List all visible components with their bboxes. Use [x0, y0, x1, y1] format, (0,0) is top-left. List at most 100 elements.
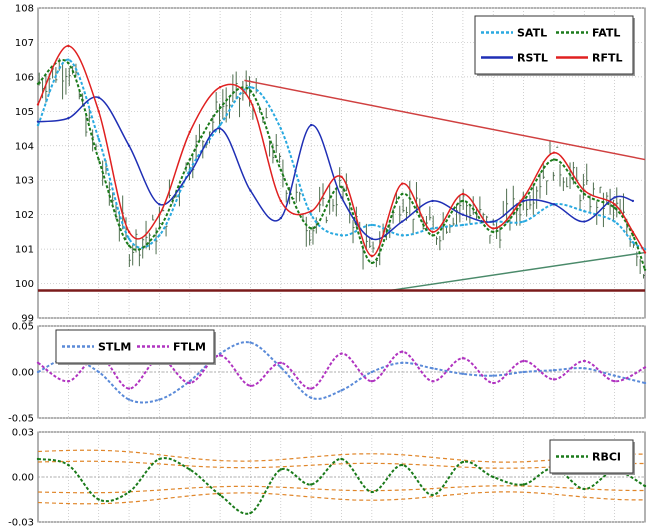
- y-tick-label: 103: [15, 176, 34, 187]
- series-rftl-point: [461, 192, 465, 196]
- series-fatl-point: [36, 82, 40, 85]
- series-fatl-point: [370, 261, 374, 265]
- series-rstl-point: [613, 196, 616, 199]
- series-ftlm-point: [552, 378, 556, 381]
- series-fatl-point: [309, 227, 313, 230]
- series-ftlm-point: [522, 359, 525, 363]
- series-rbci-point: [370, 490, 374, 494]
- y-tick-label: 107: [15, 38, 34, 49]
- series-rstl-point: [309, 123, 313, 127]
- series-fatl-point: [218, 106, 222, 110]
- legend: RBCI: [549, 439, 635, 475]
- legend-label: FTLM: [173, 341, 206, 354]
- series-fatl-point: [401, 192, 404, 196]
- y-tick-label: 99: [21, 314, 34, 325]
- series-fatl-point: [492, 230, 495, 234]
- resistance-trendline-line: [244, 79, 646, 161]
- series-stlm-point: [583, 367, 586, 370]
- series-satl-point: [97, 137, 100, 141]
- series-rbci-point: [67, 463, 70, 467]
- series-stlm-point: [309, 396, 313, 399]
- series-ftlm-point: [127, 387, 131, 390]
- legend: SATL FATL RSTL RFTL: [474, 15, 635, 76]
- y-tick-label: 0.03: [12, 428, 34, 439]
- band-line: [37, 491, 645, 505]
- series-fatl-point: [97, 158, 100, 161]
- series-rftl-point: [370, 254, 374, 258]
- series-ftlm-point: [583, 359, 586, 363]
- series-rstl-point: [631, 199, 635, 203]
- series-rstl-point: [522, 199, 525, 203]
- series-stlm-point: [188, 380, 191, 383]
- series-ftlm-point: [431, 380, 434, 383]
- series-rftl-point: [522, 196, 525, 199]
- legend-label: SATL: [517, 27, 547, 40]
- series-rbci-point: [97, 498, 100, 501]
- series-rstl-point: [218, 127, 222, 130]
- y-tick-label: 101: [15, 245, 34, 256]
- series-satl-point: [522, 220, 525, 223]
- series-rstl-point: [401, 220, 404, 223]
- series-rstl-point: [188, 172, 191, 175]
- series-rbci-point: [492, 475, 495, 479]
- series-fatl-point: [127, 244, 131, 247]
- series-satl-point: [279, 127, 282, 130]
- y-tick-label: 104: [15, 141, 34, 152]
- series-rftl-point: [401, 182, 404, 185]
- band-line: [37, 449, 645, 463]
- series-ftlm-point: [461, 357, 465, 360]
- panel-momentum: -0.05 0.00 0.05 STLM FTLM: [8, 322, 647, 425]
- series-ftlm-point: [218, 354, 222, 357]
- series-satl-point: [218, 123, 222, 127]
- band-line: [37, 460, 645, 469]
- series-stlm-point: [340, 389, 343, 392]
- series-stlm-point: [218, 352, 222, 355]
- series-ftlm-point: [309, 387, 313, 390]
- series-satl-point: [309, 213, 313, 216]
- series-stlm-point: [279, 366, 282, 369]
- series-fatl-point: [631, 234, 635, 237]
- series-ftlm-point: [188, 381, 191, 385]
- series-fatl-point: [279, 168, 282, 172]
- series-ftlm-point: [67, 380, 70, 383]
- y-tick-label: -0.05: [8, 414, 34, 425]
- legend-box: [474, 15, 634, 75]
- series-rftl-point: [643, 251, 647, 254]
- series-stlm-line: [37, 341, 646, 404]
- y-tick-label: 100: [15, 279, 34, 290]
- series-rbci-point: [127, 490, 131, 494]
- series-rftl-point: [340, 175, 343, 178]
- series-fatl-point: [249, 89, 252, 92]
- series-rstl-point: [492, 220, 495, 223]
- series-rstl-point: [67, 117, 70, 120]
- series-rstl-point: [340, 196, 343, 199]
- series-rbci-point: [158, 457, 161, 461]
- series-rstl-point: [431, 199, 434, 203]
- series-rftl-point: [67, 44, 70, 48]
- support-trendline-line: [389, 251, 646, 292]
- legend-label: RBCI: [592, 451, 621, 464]
- series-stlm-point: [552, 368, 556, 372]
- series-satl-point: [631, 241, 635, 244]
- series-fatl-line: [37, 59, 646, 271]
- series-stlm-point: [492, 374, 495, 377]
- panel-rbci: -0.03 0.00 0.03 RBCI: [8, 428, 647, 529]
- legend-label: FATL: [592, 27, 620, 40]
- series-satl-point: [643, 247, 647, 251]
- series-ftlm-point: [249, 384, 252, 387]
- series-rftl-point: [36, 103, 40, 106]
- series-rbci-point: [643, 484, 647, 488]
- series-fatl-point: [583, 192, 586, 196]
- series-rftl-point: [127, 230, 131, 234]
- series-ftlm-point: [279, 361, 282, 364]
- series-rftl-point: [552, 151, 556, 154]
- series-rstl-point: [127, 144, 131, 147]
- series-fatl-point: [340, 185, 343, 189]
- series-stlm-point: [643, 381, 647, 385]
- series-satl-point: [613, 220, 616, 223]
- y-tick-label: 106: [15, 72, 34, 83]
- series-rftl-point: [583, 189, 586, 192]
- series-rftl-point: [492, 227, 495, 230]
- series-rstl-point: [36, 120, 40, 123]
